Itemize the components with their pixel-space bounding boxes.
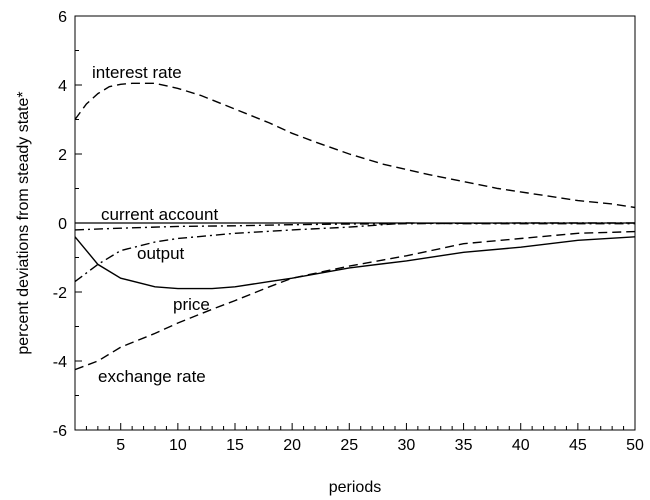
exchange-rate-label: exchange rate bbox=[98, 367, 206, 386]
y-tick-label: 0 bbox=[58, 216, 67, 233]
y-tick-label: -6 bbox=[53, 423, 67, 440]
series-line-price bbox=[74, 236, 636, 290]
y-axis-title: percent deviations from steady state* bbox=[15, 91, 32, 354]
x-tick-label: 25 bbox=[340, 437, 358, 454]
x-tick-label: 40 bbox=[512, 437, 530, 454]
output-label: output bbox=[137, 244, 185, 263]
series-line-interest-rate bbox=[74, 82, 636, 209]
x-tick-label: 5 bbox=[116, 437, 125, 454]
x-tick-label: 10 bbox=[169, 437, 187, 454]
interest-rate-label: interest rate bbox=[92, 63, 182, 82]
current-account-label: current account bbox=[101, 205, 218, 224]
x-tick-label: 50 bbox=[626, 437, 644, 454]
price-label: price bbox=[173, 295, 210, 314]
x-axis-title: periods bbox=[329, 479, 381, 496]
x-tick-label: 35 bbox=[455, 437, 473, 454]
x-tick-label: 30 bbox=[398, 437, 416, 454]
series-line-exchange-rate bbox=[74, 230, 636, 371]
y-tick-label: -2 bbox=[53, 285, 67, 302]
y-tick-label: 2 bbox=[58, 147, 67, 164]
y-tick-label: 6 bbox=[58, 9, 67, 26]
x-tick-label: 20 bbox=[283, 437, 301, 454]
axis-ticks-group: 5 10 15 20 25 30 35 40 45 50 -6 -4 -2 0 2 4 6 bbox=[53, 9, 644, 454]
x-tick-label: 45 bbox=[569, 437, 587, 454]
x-tick-label: 15 bbox=[226, 437, 244, 454]
series-group bbox=[74, 82, 636, 371]
y-tick-label: 4 bbox=[58, 78, 67, 95]
y-tick-label: -4 bbox=[53, 354, 67, 371]
series-line-output bbox=[74, 222, 635, 283]
